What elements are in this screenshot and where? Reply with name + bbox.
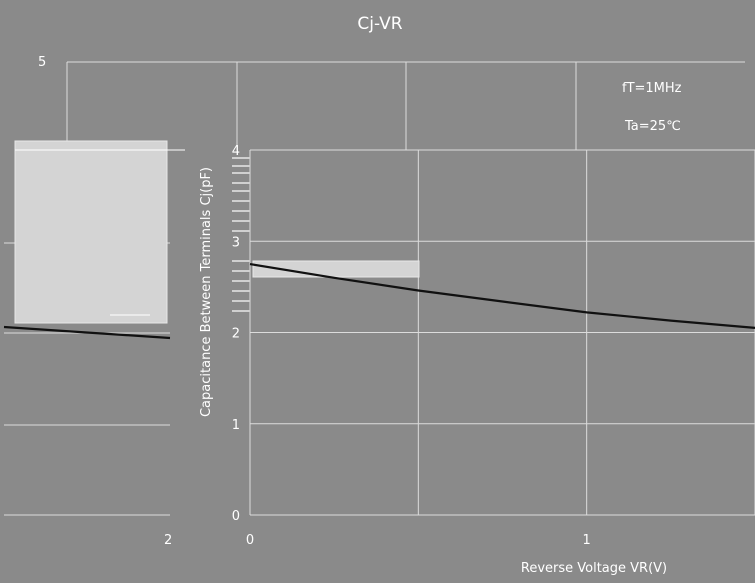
grid-lines [249,149,755,516]
annotation-frequency: fT=1MHz [622,81,682,96]
y-label-stripe [232,210,250,212]
chart-title: Cj-VR [357,14,402,34]
y-label-stripe [232,172,250,174]
y-label-stripe [232,310,250,312]
y-label-stripe [232,280,250,282]
background-fragment: 5 2 [3,55,745,548]
y-tick-label: 3 [232,235,240,250]
annotation-temperature: Ta=25℃ [624,119,681,134]
y-label-stripes [232,157,250,312]
tick-labels: 0 1 2 3 4 0 1 [232,144,591,548]
ghost-y-tick-label: 5 [38,55,46,70]
y-tick-label: 4 [232,144,240,159]
y-tick-label: 0 [232,509,240,524]
y-label-stripe [232,220,250,222]
y-tick-label: 2 [232,327,240,342]
legend-panel [14,140,168,324]
plot-area: 0 1 2 3 4 0 1 [232,144,755,548]
ghost-series-line [3,325,171,340]
y-label-stripe [232,230,250,232]
y-label-stripe [232,165,250,167]
series-line [249,263,755,329]
y-label-stripe [232,260,250,262]
y-tick-label: 1 [232,418,240,433]
y-label-stripe [232,300,250,302]
y-label-stripe [232,157,250,159]
x-tick-label: 0 [246,533,254,548]
x-axis-label: Reverse Voltage VR(V) [521,561,667,576]
ghost-x-tick-label: 2 [164,533,172,548]
series-layer [249,263,755,329]
y-label-stripe [232,182,250,184]
y-label-stripe [232,200,250,202]
y-label-stripe [232,290,250,292]
y-label-stripe [232,270,250,272]
y-label-stripe [232,190,250,192]
x-tick-label: 1 [583,533,591,548]
y-axis-label: Capacitance Between Terminals Cj(pF) [199,167,214,417]
